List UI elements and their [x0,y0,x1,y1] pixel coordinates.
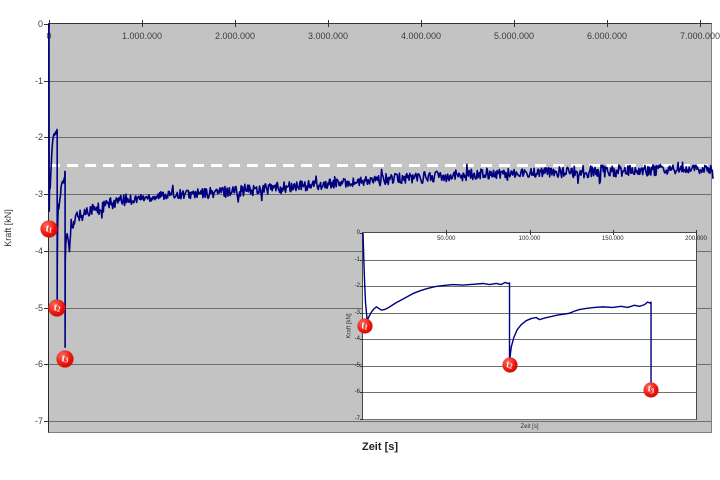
x-tick-mark [699,20,701,27]
x-tick-mark [606,20,608,27]
gridline [363,259,696,261]
gridline [363,365,696,367]
inset-x-axis-title: Zeit [s] [520,424,539,430]
gridline [49,137,711,139]
x-tick-label: 6.000.000 [586,31,627,41]
x-tick-mark [327,20,329,27]
y-tick-label: -5 [34,302,43,313]
x-tick-label: 150.000 [601,236,624,242]
main-y-axis-title: Kraft [kN] [3,209,14,247]
x-tick-label: 5.000.000 [493,31,535,41]
y-tick-label: 0 [37,19,43,29]
y-tick-label: -2 [354,283,360,290]
x-tick-mark [234,20,236,27]
reference-line-dashed [49,164,711,168]
x-tick-mark [696,230,697,235]
gridline [363,339,696,341]
y-tick-label: -3 [354,309,360,316]
y-tick-mark [44,80,49,82]
y-tick-label: -6 [34,359,43,370]
y-tick-label: -4 [354,336,360,343]
gridline [49,80,711,82]
x-tick-mark [49,20,50,27]
gridline [49,420,711,422]
x-tick-label: 200.000 [685,236,707,242]
x-tick-label: 1.000.000 [121,31,163,41]
y-tick-mark [44,194,49,196]
main-y-axis-title-wrap: Kraft [kN] [0,23,16,433]
y-tick-mark [360,392,363,394]
y-tick-mark [44,307,49,309]
x-tick-label: 2.000.000 [214,31,256,41]
y-tick-label: -6 [354,389,360,396]
force-curve-main [48,23,714,348]
y-tick-mark [44,420,49,422]
gridline [363,419,696,420]
y-tick-label: -2 [34,132,43,143]
x-tick-label: 4.000.000 [400,31,442,41]
y-tick-mark [44,137,49,139]
y-tick-mark [44,24,49,25]
y-tick-mark [44,250,49,252]
gridline [363,392,696,394]
x-tick-mark [420,20,422,27]
inset-y-axis-title-wrap: Kraft [kN] [345,233,353,419]
y-tick-mark [360,233,363,234]
x-tick-label: 50.000 [437,236,456,242]
y-tick-mark [44,364,49,366]
y-tick-label: 0 [356,230,360,236]
gridline [363,286,696,288]
inset-y-axis-title: Kraft [kN] [346,313,353,339]
x-tick-mark [513,20,515,27]
x-tick-mark [612,230,614,235]
y-tick-label: -7 [354,416,360,422]
gridline [49,194,711,196]
y-tick-mark [360,286,363,288]
y-tick-label: -7 [34,415,43,426]
x-tick-mark [529,230,531,235]
y-tick-mark [360,312,363,314]
y-tick-mark [360,259,363,261]
x-tick-label: 3.000.000 [307,31,349,41]
y-tick-mark [360,365,363,367]
x-tick-label: 100.000 [518,236,541,242]
gridline [363,312,696,314]
x-tick-mark [446,230,448,235]
y-tick-label: -1 [354,256,360,263]
inset-chart: Zeit [s] Kraft [kN] 0 -1 -2 -3 -4 -5 -6 -7 50.00… [346,230,707,430]
y-tick-mark [360,419,363,420]
y-tick-label: -3 [34,189,43,200]
y-tick-label: -5 [354,362,360,369]
y-tick-label: -1 [34,75,43,86]
y-tick-mark [360,339,363,341]
x-tick-label: 7.000.000 [679,31,720,41]
force-curve-inset [362,232,652,385]
main-x-axis-title: Zeit [s] [361,441,399,453]
x-tick-mark [141,20,143,27]
y-tick-label: -4 [34,245,43,256]
